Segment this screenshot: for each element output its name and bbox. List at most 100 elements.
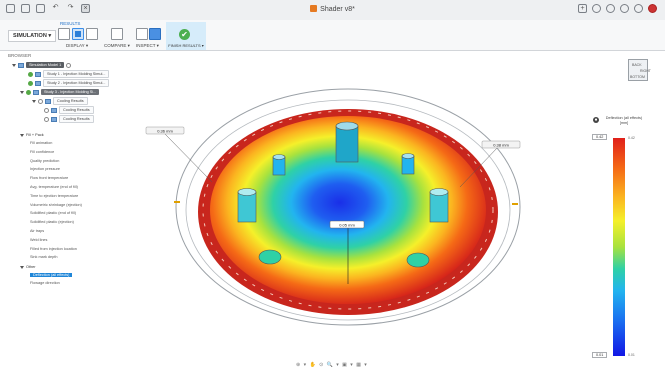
collapse-triangle-icon[interactable] [20,265,24,269]
result-item[interactable]: Sink mark depth [30,255,58,260]
result-item[interactable]: Flow front temperature [30,176,69,181]
result-item[interactable]: Fill animation [30,141,53,145]
inspect-section-icon[interactable] [149,28,161,40]
result-item[interactable]: Solidified plastic (ejection) [30,220,74,225]
status-ok-icon [28,71,33,77]
result-item-selected[interactable]: Deflection (all effects) [30,273,73,277]
right-measure-box [481,140,521,149]
cooling-item-label[interactable]: Cooling Results [59,106,94,114]
expand-triangle-icon[interactable] [32,99,36,103]
expand-triangle-icon[interactable] [12,63,16,67]
check-icon[interactable]: ✔ [179,29,190,40]
view-cube[interactable]: BACK RIGHT BOTTOM [628,59,651,83]
result-item[interactable]: Quality prediction [30,158,60,163]
result-icon [51,107,57,113]
tree-cooling-item[interactable]: Cooling Results [44,106,94,114]
model-icon [18,62,24,68]
bosses [237,121,449,268]
view-cube-back[interactable]: BACK [632,63,642,67]
study-icon [33,89,39,95]
result-item[interactable]: Filled from injection location [30,246,77,251]
model-label[interactable]: Simulation Model 1 [26,62,65,68]
radio-icon[interactable] [66,62,72,68]
user-avatar-icon[interactable] [648,4,657,13]
display-results-icon[interactable] [72,28,84,40]
right-leader-line [459,146,499,188]
app-logo-icon [310,5,318,12]
study-label[interactable]: Study 3 - Injection Molding Si... [41,89,100,95]
study-label[interactable]: Study 1 - Injection Molding Simul... [43,70,110,78]
finish-results-label[interactable]: FINISH RESULTS ▾ [168,43,204,48]
part-outer-outline [175,88,521,326]
legend-min-input[interactable]: 0.01 [592,352,608,358]
result-item[interactable]: Flowage direction [30,281,60,285]
result-item[interactable]: Air traps [30,229,45,233]
study-icon [35,71,41,77]
close-doc-icon[interactable]: × [81,4,90,13]
tree-model-row[interactable]: Simulation Model 1 [12,62,72,68]
legend-unit: [mm] [619,120,629,125]
title-bar-right-tools: + [578,4,657,13]
result-item[interactable]: Volumetric shrinkage (ejection) [30,202,82,207]
cooling-item-label[interactable]: Cooling Results [59,115,94,123]
grid-menu-icon[interactable] [6,4,15,13]
result-item[interactable]: Injection pressure [30,167,60,172]
tree-study-row-active[interactable]: Study 3 - Injection Molding Si... [20,89,100,95]
clock-icon[interactable] [606,4,615,13]
display-options-icon[interactable] [58,28,70,40]
cooling-group-label[interactable]: Cooling Results [53,97,88,105]
title-bar-left-tools: ↶ ↷ × [6,4,90,13]
legend-title-text: Deflection (all effects) [605,116,643,120]
inspect-label[interactable]: INSPECT ▾ [136,43,159,48]
display-label[interactable]: DISPLAY ▾ [66,43,89,48]
other-header-label: Other [26,265,36,269]
result-item[interactable]: Solidified plastic (end of fill) [30,211,77,216]
view-cube-bottom[interactable]: BOTTOM [630,75,645,79]
other-header[interactable]: Other [20,264,36,270]
notifications-icon[interactable] [620,4,629,13]
undo-icon[interactable]: ↶ [52,4,59,11]
tree-study-row[interactable]: Study 2 - Injection Molding Simul... [28,79,110,87]
model-viewport[interactable]: 0.05 mm 0.36 mm 0.38 mm [120,52,665,369]
result-item[interactable]: Fill confidence [30,149,55,154]
save-icon[interactable] [36,4,45,13]
visibility-icon[interactable] [44,116,49,122]
view-cube-face[interactable] [628,59,648,81]
compare-label[interactable]: COMPARE ▾ [104,43,130,48]
center-measure-box [329,220,365,229]
collapse-triangle-icon[interactable] [20,133,24,137]
right-measure-text: 0.38 mm [493,143,509,148]
tab-results[interactable]: RESULTS [60,21,81,26]
expand-triangle-icon[interactable] [20,90,24,94]
result-item[interactable]: Avg. temperature (end of fill) [30,185,78,189]
visibility-icon[interactable] [38,98,43,104]
navigation-bar[interactable]: ⊕ ▾ ✋ ⊙ 🔍 ▾ ▣ ▾ ▦ ▾ [296,362,368,368]
compare-icon[interactable] [111,28,123,40]
rim-ribs [202,110,494,310]
tree-cooling-group[interactable]: Cooling Results [32,97,88,105]
help-icon[interactable] [634,4,643,13]
extensions-icon[interactable] [592,4,601,13]
fill-pack-header[interactable]: Fill + Pack [20,132,44,138]
title-bar: ↶ ↷ × Shader v8* + [0,0,665,21]
display-legend-icon[interactable] [86,28,98,40]
status-ok-icon [28,80,33,86]
study-label[interactable]: Study 2 - Injection Molding Simul... [43,79,110,87]
workspace-dropdown[interactable]: SIMULATION ▾ [8,30,57,42]
result-item[interactable]: Weld lines [30,237,48,242]
view-cube-right[interactable]: RIGHT [640,69,651,73]
result-item[interactable]: Time to ejection temperature [30,193,79,198]
legend-max-input[interactable]: 0.42 [592,134,608,140]
result-item-label[interactable]: Deflection (all effects) [30,273,73,277]
tree-cooling-item[interactable]: Cooling Results [44,115,94,123]
redo-icon[interactable]: ↷ [67,4,74,11]
left-leader-line [164,133,213,183]
file-icon[interactable] [21,4,30,13]
inspect-probe-icon[interactable] [136,28,148,40]
legend-title: Deflection (all effects) [mm] [604,116,644,125]
tree-study-row[interactable]: Study 1 - Injection Molding Simul... [28,70,110,78]
add-tab-icon[interactable]: + [578,4,587,13]
legend-toggle-icon[interactable]: ● [593,117,599,123]
result-item-label[interactable]: Flowage direction [30,281,60,285]
visibility-icon[interactable] [44,107,49,113]
